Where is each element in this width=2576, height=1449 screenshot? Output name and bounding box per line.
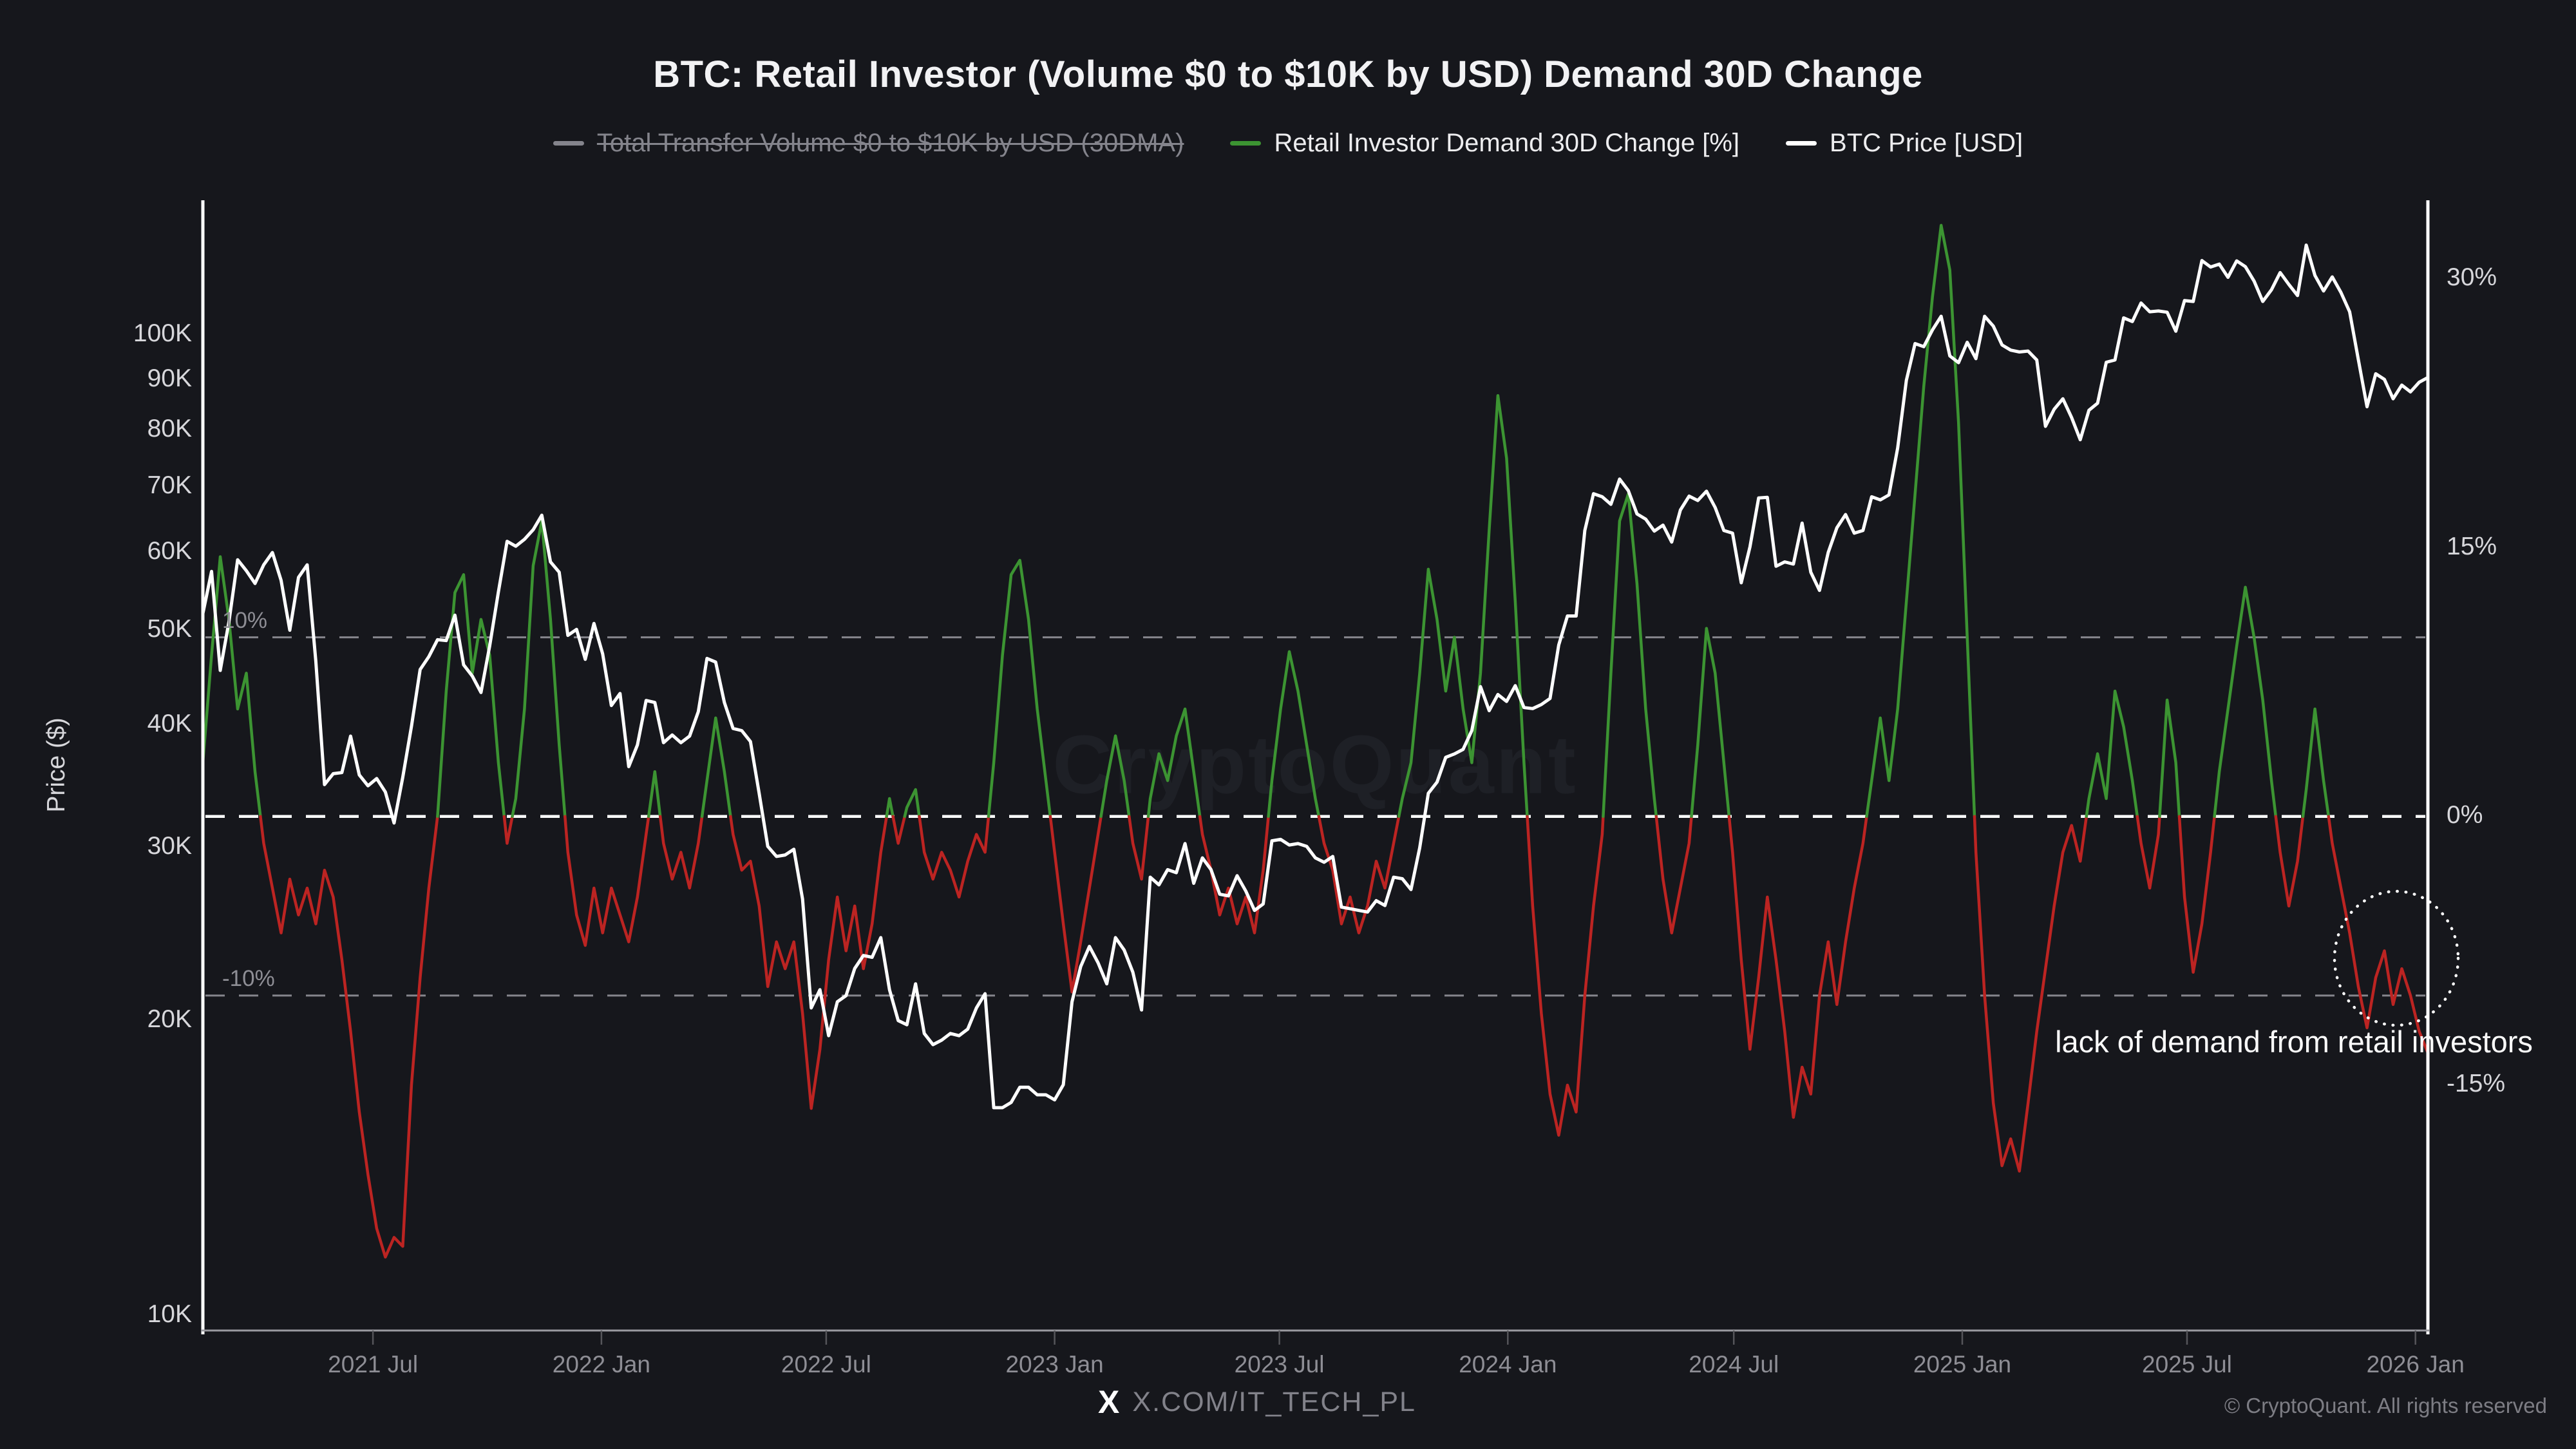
percent-tick-label: 15% [2447, 532, 2497, 560]
price-tick-label: 10K [147, 1300, 192, 1329]
percent-tick-label: 30% [2447, 263, 2497, 292]
percent-tick-label: 0% [2447, 800, 2483, 829]
chart-title: BTC: Retail Investor (Volume $0 to $10K … [653, 53, 1923, 95]
legend-label: BTC Price [USD] [1830, 129, 2023, 157]
footer-handle: X X.COM/IT_TECH_PL [1098, 1386, 1416, 1418]
price-tick-label: 90K [147, 364, 192, 392]
legend-marker-white-dash-icon [1786, 141, 1817, 146]
legend-item-btc-price[interactable]: BTC Price [USD] [1786, 129, 2023, 158]
price-tick-label: 60K [147, 537, 192, 565]
price-tick-label: 100K [133, 319, 192, 348]
x-tick-label: 2021 Jul [328, 1351, 419, 1378]
price-tick-label: 40K [147, 710, 192, 738]
x-tick-label: 2026 Jan [2366, 1351, 2465, 1378]
x-tick-label: 2022 Jan [552, 1351, 651, 1378]
x-tick-label: 2024 Jan [1459, 1351, 1557, 1378]
price-tick-label: 70K [147, 471, 192, 500]
reference-line-label: -10% [222, 965, 275, 991]
annotation-text: lack of demand from retail investors [2055, 1025, 2533, 1059]
footer-copyright: © CryptoQuant. All rights reserved [2224, 1394, 2547, 1417]
legend: Total Transfer Volume $0 to $10K by USD … [0, 129, 2576, 158]
legend-label: Total Transfer Volume $0 to $10K by USD … [596, 129, 1184, 157]
x-tick-label: 2025 Jan [1913, 1351, 2012, 1378]
legend-item-total-transfer-volume[interactable]: Total Transfer Volume $0 to $10K by USD … [553, 129, 1184, 158]
x-tick-label: 2022 Jul [781, 1351, 871, 1378]
x-tick-label: 2025 Jul [2142, 1351, 2232, 1378]
legend-marker-gray-dash-icon [553, 141, 584, 146]
reference-line-label: 10% [222, 607, 268, 633]
price-tick-label: 30K [147, 832, 192, 860]
legend-item-retail-demand[interactable]: Retail Investor Demand 30D Change [%] [1230, 129, 1739, 158]
legend-marker-green-dash-icon [1230, 141, 1262, 146]
x-tick-label: 2024 Jul [1689, 1351, 1779, 1378]
price-tick-label: 80K [147, 414, 192, 442]
footer-handle-text: X.COM/IT_TECH_PL [1132, 1386, 1416, 1417]
price-tick-label: 50K [147, 614, 192, 643]
x-tick-label: 2023 Jan [1005, 1351, 1104, 1378]
legend-label: Retail Investor Demand 30D Change [%] [1274, 129, 1740, 157]
percent-tick-label: -15% [2447, 1069, 2506, 1097]
x-logo-icon: X [1098, 1384, 1121, 1420]
x-tick-label: 2023 Jul [1234, 1351, 1325, 1378]
price-tick-label: 20K [147, 1005, 192, 1033]
